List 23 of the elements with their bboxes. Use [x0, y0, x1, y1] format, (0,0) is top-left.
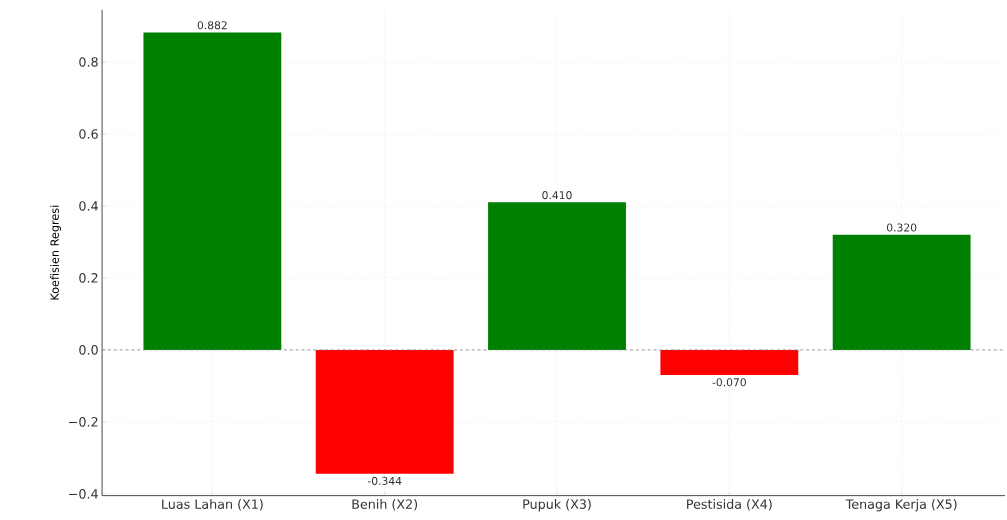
- y-tick-label: 0.8: [79, 57, 98, 67]
- data-label: -0.344: [367, 476, 402, 485]
- x-tick-label: Pestisida (X4): [687, 499, 772, 511]
- y-tick-label: −0.2: [69, 416, 98, 427]
- bar: [488, 202, 626, 350]
- data-label: 0.320: [886, 223, 917, 232]
- bar: [660, 349, 799, 375]
- bar: [315, 349, 454, 474]
- y-tick-label: 0.0: [79, 345, 98, 355]
- x-tick-label: Tenaga Kerja (X5): [845, 499, 957, 512]
- x-tick-label: Benih (X2): [352, 499, 418, 511]
- y-tick-label: 0.2: [79, 273, 98, 283]
- data-label: 0.410: [542, 190, 572, 200]
- x-tick-label: Luas Lahan (X1): [162, 499, 263, 511]
- data-label: 0.882: [197, 21, 227, 30]
- bar: [832, 234, 971, 350]
- x-tick-label: Pupuk (X3): [523, 499, 591, 512]
- data-label: -0.070: [712, 378, 746, 387]
- y-tick-label: 0.4: [79, 201, 98, 211]
- y-tick-label: 0.6: [79, 129, 98, 139]
- y-axis-title: Koefisien Regresi: [50, 205, 62, 300]
- bar: [143, 32, 282, 350]
- y-tick-label: −0.4: [69, 488, 98, 499]
